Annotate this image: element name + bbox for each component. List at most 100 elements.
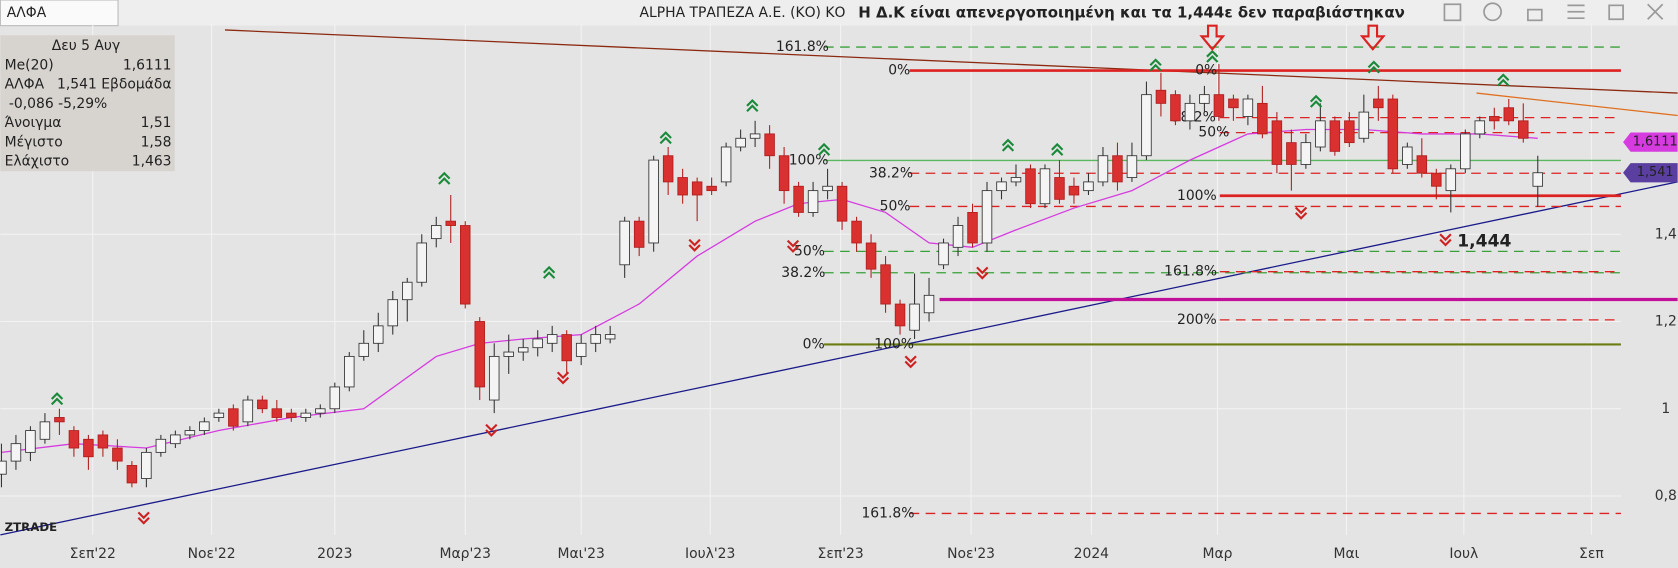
- fib-label: 0%: [888, 63, 910, 79]
- trendline: [1476, 92, 1678, 117]
- fib-label: 161.8%: [861, 505, 914, 521]
- x-tick-label: Μαι: [1334, 546, 1360, 562]
- trendline: [224, 29, 1678, 94]
- candle-body: [344, 355, 355, 388]
- down-signal: [976, 266, 989, 280]
- candle-body: [778, 155, 790, 192]
- notice: Η Δ.Κ είναι απενεργοποιημένη και τα 1,44…: [858, 3, 1405, 21]
- up-signal: [1206, 49, 1219, 63]
- icon[interactable]: [1443, 3, 1462, 22]
- candle-body: [677, 177, 688, 196]
- candle-body: [952, 225, 964, 248]
- info-row-value: 1,51: [141, 115, 172, 131]
- candle-body: [488, 355, 500, 401]
- candle-body: [1286, 142, 1297, 165]
- candle-body: [1474, 120, 1486, 135]
- candle-body: [242, 399, 254, 423]
- candle-body: [1184, 102, 1196, 122]
- info-ma-name: Me(20): [5, 57, 54, 73]
- trendline: [0, 181, 1678, 536]
- candle-body: [1503, 107, 1515, 122]
- x-tick-label: Νοε'23: [947, 546, 995, 562]
- candle-body: [648, 159, 659, 244]
- candle-body: [228, 408, 239, 427]
- candle-body: [300, 412, 312, 418]
- candle-body: [1170, 94, 1181, 122]
- icon[interactable]: [1483, 2, 1502, 22]
- icon[interactable]: [1608, 4, 1624, 21]
- candle-body: [604, 334, 616, 340]
- candle-body: [517, 347, 529, 353]
- candle-body: [1387, 98, 1399, 170]
- info-last: 1,541 Εβδομάδα: [57, 77, 171, 93]
- candle-body: [894, 303, 906, 327]
- fib-label: 100%: [874, 336, 914, 352]
- candle-body: [1213, 94, 1225, 117]
- tab-label: ΑΛΦΑ: [7, 5, 47, 21]
- x-tick-label: Ιουλ'23: [685, 546, 735, 562]
- candle-body: [1460, 133, 1471, 170]
- info-row-value: 1,58: [141, 134, 172, 150]
- candle-body: [184, 430, 196, 436]
- candle-body: [199, 421, 210, 431]
- y-tick-label: 1,4: [1655, 226, 1677, 242]
- candle-body: [213, 412, 225, 418]
- icon[interactable]: [1647, 3, 1664, 20]
- up-signal: [1001, 138, 1015, 152]
- candle-body: [1416, 155, 1428, 174]
- icon[interactable]: [1527, 8, 1543, 22]
- info-date: Δευ 5 Αυγ: [52, 38, 120, 54]
- up-signal: [746, 99, 759, 113]
- candle-body: [1431, 172, 1442, 187]
- up-signal: [438, 171, 451, 185]
- candle-body: [286, 412, 297, 418]
- candle-body: [720, 146, 732, 183]
- candle-body: [10, 443, 22, 462]
- candle-body: [735, 137, 746, 148]
- candle-body: [39, 421, 51, 440]
- watermark: ZTRADE: [5, 520, 57, 534]
- fib-label: 38.2%: [781, 265, 825, 281]
- candle-body: [257, 399, 268, 410]
- tab[interactable]: [0, 0, 119, 27]
- candle-body: [54, 417, 65, 423]
- x-tick-label: Μαρ'23: [440, 546, 491, 562]
- down-signal: [485, 423, 498, 437]
- candle-body: [416, 242, 427, 283]
- up-signal: [817, 142, 831, 156]
- fib-label: 50%: [1198, 125, 1229, 141]
- candle-body: [474, 321, 485, 388]
- candle-body: [1242, 98, 1254, 117]
- candle-body: [1010, 177, 1022, 183]
- candle-body: [445, 220, 456, 226]
- y-tick-label: 0,8: [1655, 488, 1677, 504]
- candle-body: [981, 190, 993, 244]
- candle-body: [112, 447, 123, 462]
- down-signal: [556, 371, 570, 385]
- candle-body: [851, 220, 862, 244]
- candle-body: [459, 225, 471, 305]
- info-panel: [0, 35, 175, 172]
- candle-body: [126, 465, 138, 484]
- chart-title: ALPHA ΤΡΑΠΕΖΑ Α.Ε. (ΚΟ) ΚΟ: [640, 5, 846, 21]
- candle-body: [865, 242, 877, 270]
- candle-body: [1358, 111, 1370, 139]
- fib-label: 50%: [880, 198, 911, 214]
- candle-body: [358, 342, 370, 357]
- candle-body: [1489, 116, 1500, 122]
- price-tag: [1623, 163, 1678, 183]
- up-signal: [543, 265, 556, 279]
- icon[interactable]: [1567, 4, 1585, 20]
- candle-body: [25, 430, 36, 453]
- candle-body: [1025, 168, 1036, 205]
- fib-label: 161.8%: [776, 39, 829, 55]
- x-tick-label: 2023: [317, 546, 352, 562]
- info-row-label: Άνοιγμα: [5, 115, 62, 131]
- fib-label: 161.8%: [1164, 264, 1217, 280]
- candle-body: [170, 434, 181, 445]
- candle-body: [1112, 155, 1123, 183]
- alert-arrow: [1199, 24, 1226, 51]
- candle-body: [315, 408, 326, 414]
